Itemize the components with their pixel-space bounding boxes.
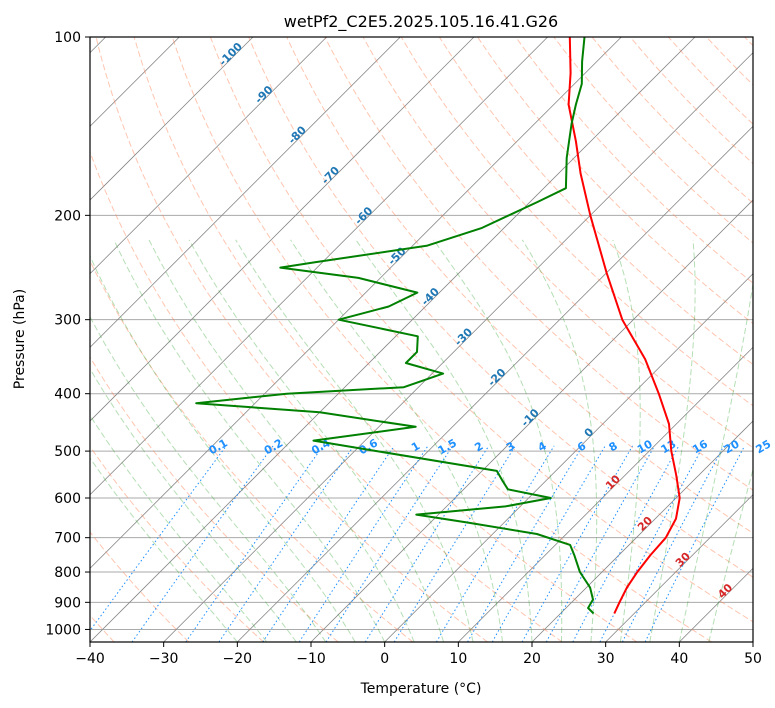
plot-background xyxy=(90,37,753,642)
data-layer xyxy=(195,37,681,615)
isotherm-line xyxy=(90,37,548,496)
plot-frame xyxy=(89,36,754,643)
isotherm-line xyxy=(90,37,401,348)
x-axis-title: Temperature (°C) xyxy=(360,681,482,697)
dry-adiabat xyxy=(400,37,753,407)
moist-adiabat xyxy=(90,315,327,642)
dry-adiabat xyxy=(209,37,753,623)
x-axis: −40 −30 −20 −10 0 10 20 30 40 50 xyxy=(75,642,762,667)
moist-adiabat xyxy=(113,239,386,642)
isotherm-line xyxy=(384,273,753,642)
mixing-ratio-line xyxy=(435,445,555,642)
moist-adiabat xyxy=(649,239,696,642)
y-tick-label: 100 xyxy=(54,30,81,46)
moist-adiabat xyxy=(708,467,753,642)
dry-adiabat xyxy=(438,37,753,366)
x-tick-label: 40 xyxy=(670,651,688,667)
y-tick-label: 500 xyxy=(54,444,81,460)
moist-adiabat xyxy=(433,239,563,642)
y-axis: 100 200 300 400 500 600 700 800 900 1000 xyxy=(45,30,90,638)
mixing-ratio-line xyxy=(521,445,633,642)
isotherm-line xyxy=(90,37,696,642)
moist-adiabat xyxy=(290,239,503,642)
mixing-ratio-line xyxy=(131,445,274,642)
moist-adiabat xyxy=(188,239,445,642)
moist-adiabat xyxy=(148,239,415,642)
isotherm-line xyxy=(90,37,254,201)
moist-adiabat xyxy=(90,457,238,642)
y-tick-label: 600 xyxy=(54,491,81,507)
temperature-profile-line xyxy=(567,37,681,614)
dry-adiabat xyxy=(95,37,563,642)
mixing-ratio-line xyxy=(325,445,454,642)
moist-adiabat xyxy=(90,414,268,642)
y-tick-label: 700 xyxy=(54,531,81,547)
chart-title: wetPf2_C2E5.2025.105.16.41.G26 xyxy=(284,12,558,32)
y-tick-label: 800 xyxy=(54,565,81,581)
dry-adiabat xyxy=(286,37,753,534)
x-tick-label: 10 xyxy=(449,651,467,667)
dry-adiabat xyxy=(362,37,753,449)
mixing-ratio-line xyxy=(545,445,656,642)
isotherm-line xyxy=(163,52,753,642)
x-tick-label: 0 xyxy=(380,651,389,667)
moist-adiabat xyxy=(90,254,356,642)
mixing-ratio-line xyxy=(467,445,584,642)
x-tick-label: 50 xyxy=(744,651,762,667)
y-tick-label: 200 xyxy=(54,208,81,224)
y-tick-label: 400 xyxy=(54,387,81,403)
y-axis-title: Pressure (hPa) xyxy=(12,289,28,389)
moist-adiabat xyxy=(678,280,753,642)
mixing-ratio-line xyxy=(644,445,746,642)
isotherm-line xyxy=(90,37,622,569)
moist-adiabat xyxy=(90,367,297,642)
mixing-ratio-line xyxy=(364,445,490,642)
dry-adiabat xyxy=(90,356,339,642)
dry-adiabat xyxy=(248,37,753,578)
isotherm-line xyxy=(237,125,753,642)
x-tick-label: −30 xyxy=(149,651,179,667)
mixing-ratio-line xyxy=(218,445,355,642)
y-tick-label: 300 xyxy=(54,313,81,329)
isotherm-line xyxy=(310,199,753,642)
dry-adiabat xyxy=(90,259,414,642)
mixing-ratio-line xyxy=(298,445,429,642)
x-tick-label: −40 xyxy=(75,651,105,667)
dry-adiabat xyxy=(90,531,190,642)
x-tick-label: 30 xyxy=(597,651,615,667)
moist-adiabat xyxy=(235,239,474,642)
moist-adiabat xyxy=(521,239,598,642)
moist-adiabat xyxy=(355,239,533,642)
moist-adiabat xyxy=(612,239,641,642)
mixing-ratio-line xyxy=(621,445,725,642)
x-tick-label: −20 xyxy=(223,651,253,667)
isotherm-line xyxy=(90,37,475,422)
x-tick-label: −10 xyxy=(296,651,326,667)
y-tick-label: 1000 xyxy=(45,622,81,638)
isotherm-line xyxy=(605,494,753,642)
mixing-ratio-line xyxy=(393,445,516,642)
isotherm-line xyxy=(90,37,327,275)
dewpoint-profile-line xyxy=(195,37,595,615)
isotherm-line xyxy=(531,420,753,642)
dry-adiabat xyxy=(133,37,638,642)
x-tick-label: 20 xyxy=(523,651,541,667)
mixing-ratio-line xyxy=(262,445,395,642)
mixing-ratio-line xyxy=(185,445,324,642)
y-tick-label: 900 xyxy=(54,595,81,611)
dry-adiabat xyxy=(324,37,753,491)
grid-layer xyxy=(90,37,753,642)
